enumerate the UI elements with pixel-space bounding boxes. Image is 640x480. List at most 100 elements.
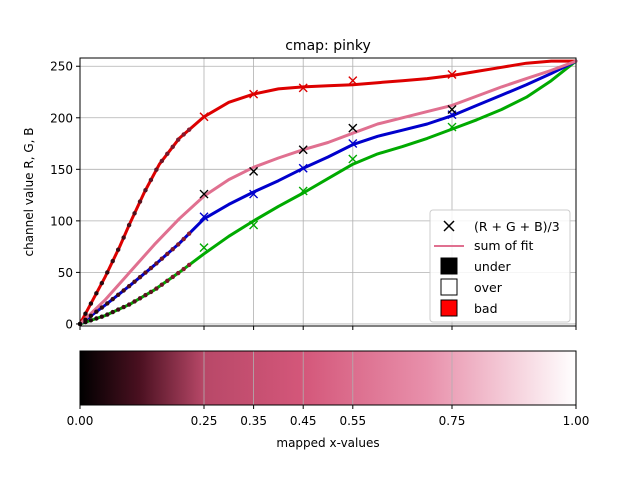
sample-dot <box>159 256 165 261</box>
sample-dot <box>105 270 110 275</box>
y-tick-label: 150 <box>50 163 73 177</box>
sample-dot <box>159 158 165 164</box>
marker-average <box>298 145 308 155</box>
sample-dot <box>186 231 192 236</box>
sample-dot <box>132 279 137 284</box>
legend-bad-swatch-icon <box>440 299 458 317</box>
sample-dot <box>115 292 121 298</box>
colorbar-tick-label: 0.35 <box>240 414 267 428</box>
sample-dot <box>186 262 192 268</box>
sample-dot <box>115 307 121 312</box>
sample-dot <box>110 296 115 302</box>
sample-dot <box>99 280 105 286</box>
sample-dot <box>110 258 115 264</box>
y-axis-ticks: 0 50 100 150 200 250 <box>50 60 80 331</box>
marker-r <box>298 83 308 93</box>
sample-dot <box>148 289 154 295</box>
legend-entry-bad: bad <box>440 299 498 317</box>
sample-dot <box>165 151 170 157</box>
colorbar: 0.00 0.25 0.35 0.45 0.55 0.75 1.00 <box>67 350 590 428</box>
sample-dot <box>137 296 143 301</box>
legend-label-bad: bad <box>474 301 498 316</box>
sample-dot <box>154 167 159 172</box>
sample-dot <box>110 309 115 315</box>
sample-dot <box>148 177 154 183</box>
sample-dot <box>176 137 181 142</box>
sample-dot <box>143 292 148 298</box>
sample-dot <box>170 144 175 149</box>
legend-label-over: over <box>474 280 503 295</box>
marker-b <box>249 189 259 199</box>
sample-dot <box>170 246 175 252</box>
colorbar-gradient <box>80 351 576 405</box>
legend-entry-under: under <box>440 257 511 275</box>
sample-dot <box>137 274 143 280</box>
marker-average <box>348 123 358 133</box>
plot-frame <box>79 57 577 327</box>
marker-b <box>199 212 209 222</box>
marker-g <box>298 186 308 196</box>
marker-average <box>249 166 259 176</box>
fit-curve <box>78 59 578 326</box>
sample-dot <box>181 236 186 242</box>
legend-box <box>429 209 571 323</box>
colorbar-ticks: 0.00 0.25 0.35 0.45 0.55 0.75 1.00 <box>67 405 590 428</box>
y-axis-label: channel value R, G, B <box>22 127 36 256</box>
main-plot-area: 0 50 100 150 200 250 <box>50 57 578 331</box>
channel-r-curve <box>78 59 578 326</box>
sample-dot <box>154 286 159 291</box>
sample-dot <box>176 242 181 247</box>
sample-dot <box>121 304 126 310</box>
colorbar-tick-label: 0.55 <box>339 414 366 428</box>
sample-dot <box>132 299 137 304</box>
colorbar-tick-label: 0.45 <box>290 414 317 428</box>
sample-dot <box>126 302 132 307</box>
legend-over-swatch-icon <box>440 278 458 296</box>
sample-dot <box>137 199 143 204</box>
sample-dot <box>94 309 99 314</box>
sample-dot <box>181 132 186 137</box>
sample-dot <box>170 274 175 280</box>
sample-dot <box>99 305 105 310</box>
sample-dot <box>83 311 88 316</box>
legend: (R + G + B)/3 sum of fit under over bad <box>429 209 571 323</box>
y-tick-label: 50 <box>58 266 73 280</box>
legend-x-marker-icon <box>443 220 455 232</box>
sample-dot <box>121 288 126 293</box>
legend-label-under: under <box>474 259 511 274</box>
sample-dot <box>121 235 126 240</box>
sample-dot <box>181 266 186 272</box>
colorbar-grid <box>203 351 453 405</box>
marker-g <box>447 122 457 132</box>
chart-title: cmap: pinky <box>285 38 371 54</box>
sample-dot <box>88 318 94 323</box>
colorbar-tick-label: 0.00 <box>67 414 94 428</box>
marker-r <box>447 69 457 79</box>
y-tick-label: 100 <box>50 214 73 228</box>
sample-dot <box>143 270 148 275</box>
marker-g <box>348 154 358 164</box>
colorbar-tick-label: 1.00 <box>563 414 590 428</box>
colorbar-frame <box>79 350 577 406</box>
channel-curves <box>77 59 578 327</box>
colorbar-x-label: mapped x-values <box>276 436 379 450</box>
sample-dot <box>88 313 94 318</box>
sample-dot <box>99 314 105 319</box>
sample-dot <box>88 301 94 306</box>
y-tick-label: 250 <box>50 60 73 74</box>
sample-dot <box>176 270 181 276</box>
legend-label-average: (R + G + B)/3 <box>474 219 560 234</box>
marker-average <box>447 105 457 115</box>
sample-dot <box>105 301 110 306</box>
legend-label-fit: sum of fit <box>474 238 533 253</box>
sample-dot <box>132 211 137 216</box>
sample-dot <box>94 316 99 321</box>
sample-markers <box>199 69 457 253</box>
sample-dot <box>115 247 121 252</box>
legend-entry-average: (R + G + B)/3 <box>443 219 560 234</box>
marker-g <box>249 220 259 230</box>
grid-lines <box>80 58 576 326</box>
sample-dot <box>83 317 88 323</box>
sample-dot <box>165 278 170 284</box>
